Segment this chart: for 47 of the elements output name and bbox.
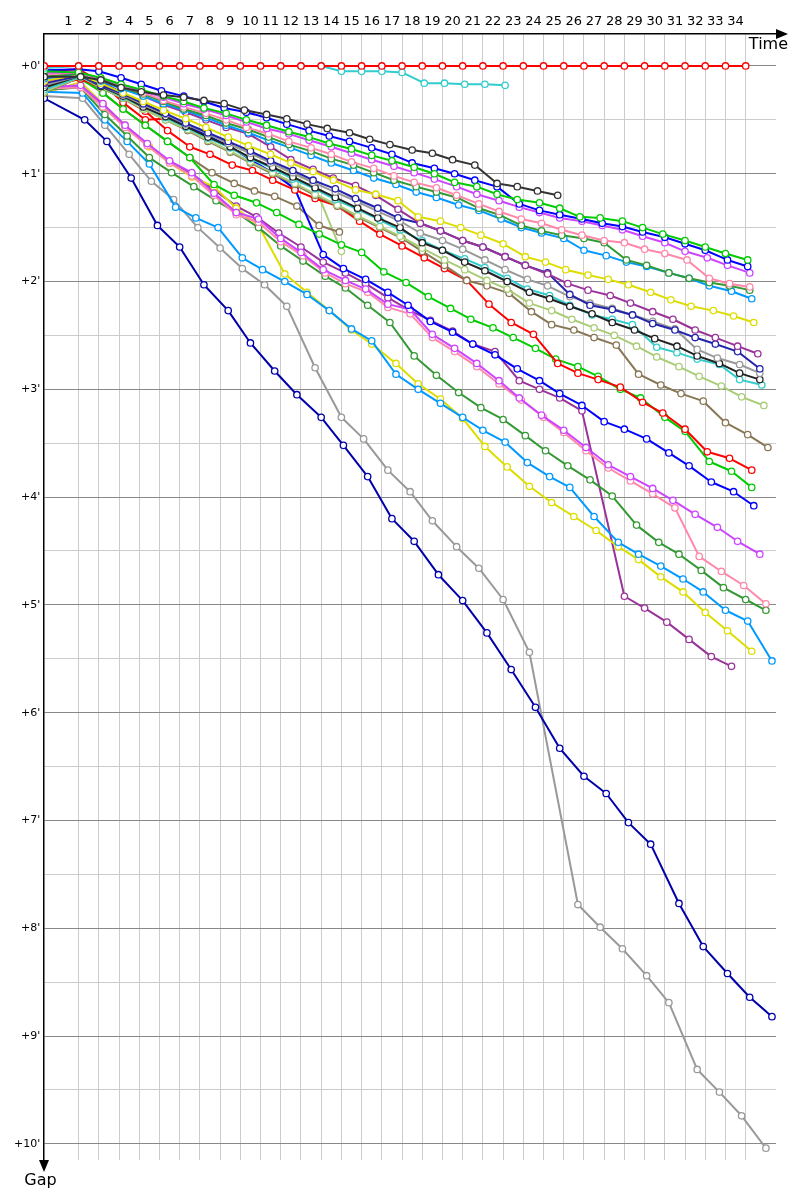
x-tick-label: 27: [585, 13, 603, 29]
x-tick-label: 33: [707, 13, 724, 29]
x-tick-label: 34: [727, 13, 744, 29]
x-tick-label: 5: [145, 13, 154, 29]
y-tick-label: +3': [20, 382, 41, 396]
x-tick-label: 6: [165, 13, 174, 29]
x-tick-label: 23: [504, 13, 522, 29]
x-tick-label: 12: [282, 13, 300, 29]
x-tick-label: 24: [525, 13, 542, 29]
x-tick-label: 15: [343, 13, 360, 29]
x-tick-label: 2: [84, 13, 93, 29]
x-tick-label: 19: [424, 13, 441, 29]
y-tick-label: +7': [20, 813, 41, 827]
y-tick-label: +9': [20, 1028, 41, 1042]
x-tick-label: 25: [545, 13, 562, 29]
y-tick-label: +8': [20, 921, 41, 935]
x-tick-label: 20: [444, 13, 461, 29]
x-tick-label: 17: [383, 13, 401, 29]
x-tick-label: 21: [464, 13, 482, 29]
x-tick-label: 22: [484, 13, 502, 29]
x-tick-label: 7: [185, 13, 194, 29]
x-tick-label: 30: [646, 13, 663, 29]
x-tick-label: 26: [565, 13, 583, 29]
x-tick-label: 11: [262, 13, 279, 29]
x-tick-label: 9: [226, 13, 235, 29]
x-tick-label: 1: [64, 13, 73, 29]
x-tick-label: 18: [403, 13, 421, 29]
x-tick-label: 4: [125, 13, 134, 29]
y-axis-title: Gap: [24, 1170, 57, 1190]
y-tick-label: +6': [20, 705, 41, 719]
x-tick-label: 13: [302, 13, 320, 29]
x-tick-label: 10: [242, 13, 259, 29]
y-tick-label: +2': [20, 274, 41, 288]
y-tick-label: +0': [20, 58, 41, 72]
x-axis-title: Time: [747, 33, 788, 53]
x-tick-label: 31: [666, 13, 684, 29]
y-tick-label: +10': [13, 1136, 41, 1150]
y-tick-label: +4': [20, 489, 41, 503]
x-tick-label: 32: [686, 13, 704, 29]
x-tick-label: 16: [363, 13, 380, 29]
x-tick-label: 29: [626, 13, 643, 29]
y-tick-label: +5': [20, 597, 41, 611]
x-tick-label: 8: [205, 13, 215, 29]
x-tick-label: 14: [323, 13, 340, 29]
x-tick-label: 28: [606, 13, 623, 29]
x-tick-label: 3: [104, 13, 114, 29]
y-tick-label: +1': [20, 166, 41, 180]
